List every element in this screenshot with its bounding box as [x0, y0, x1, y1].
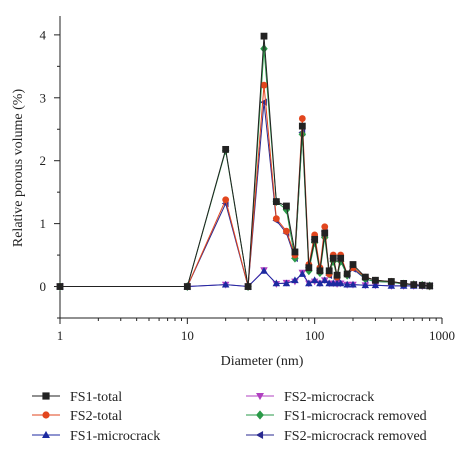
legend-marker	[256, 410, 264, 420]
series-line	[60, 48, 430, 288]
axes: 1 10 100 1000 0 1 2 3 4	[40, 16, 455, 343]
data-point	[387, 278, 395, 285]
x-tick-label: 1	[57, 328, 64, 343]
y-tick-label: 3	[40, 90, 47, 105]
legend-marker	[42, 411, 50, 419]
data-point	[400, 279, 408, 287]
data-point	[325, 267, 333, 275]
data-point	[316, 267, 324, 275]
data-point	[387, 282, 396, 289]
data-point	[282, 279, 291, 287]
legend-marker	[42, 392, 50, 400]
data-point	[343, 280, 351, 288]
data-point	[305, 279, 313, 287]
data-point	[321, 229, 329, 237]
data-point	[310, 276, 319, 284]
data-point	[333, 271, 341, 279]
data-point	[183, 283, 191, 290]
data-point	[361, 281, 370, 289]
data-point	[311, 235, 319, 243]
series-fs1-total	[56, 32, 434, 290]
y-tick-label: 1	[40, 216, 47, 231]
legend-item: FS2-microcrack removed	[246, 429, 427, 444]
series-line	[60, 85, 430, 288]
y-axis-label: Relative porous volume (%)	[11, 89, 26, 248]
data-point	[321, 276, 329, 284]
data-point	[371, 281, 380, 289]
x-tick-label: 1000	[429, 328, 455, 343]
data-point	[298, 270, 307, 277]
legend-label: FS1-microcrack	[70, 429, 160, 444]
data-point	[321, 223, 329, 231]
legend-label: FS2-total	[70, 409, 122, 424]
data-point	[337, 254, 345, 262]
x-tick-label: 10	[181, 328, 194, 343]
legend-item: FS1-microcrack	[32, 429, 160, 444]
data-point	[291, 248, 299, 256]
data-point	[222, 145, 230, 153]
data-point	[260, 44, 268, 54]
data-point	[298, 122, 306, 130]
data-point	[298, 115, 306, 122]
y-tick-label: 0	[40, 279, 47, 294]
y-tick-label: 2	[40, 153, 47, 168]
legend-label: FS1-microcrack removed	[284, 409, 427, 424]
data-point	[222, 196, 230, 204]
data-point	[244, 283, 252, 290]
data-point	[283, 227, 290, 235]
data-point	[349, 261, 357, 268]
legend-item: FS2-microcrack	[246, 390, 374, 405]
data-point	[329, 254, 337, 262]
data-point	[410, 281, 418, 289]
plot-series	[56, 32, 434, 291]
data-point	[283, 202, 290, 210]
data-point	[336, 279, 345, 287]
data-point	[272, 215, 280, 222]
data-point	[361, 273, 369, 281]
series-fs2-total	[56, 81, 434, 290]
data-point	[418, 281, 426, 289]
data-point	[272, 279, 281, 287]
y-tick-label: 4	[40, 27, 47, 42]
legend-marker	[256, 392, 264, 401]
data-point	[56, 283, 64, 290]
data-point	[426, 282, 434, 290]
data-point	[349, 280, 357, 288]
data-point	[260, 266, 268, 274]
legend-item: FS1-microcrack removed	[246, 409, 427, 424]
series-line	[60, 36, 430, 288]
series-fs1-microcrack-removed	[56, 44, 434, 291]
legend: FS1-total FS2-total FS1-microcrack FS2-micr…	[32, 390, 427, 444]
x-tick-label: 100	[305, 328, 325, 343]
legend-label: FS2-microcrack	[284, 390, 374, 405]
series-line	[60, 102, 430, 288]
legend-marker	[255, 431, 264, 439]
legend-label: FS2-microcrack removed	[284, 429, 427, 444]
legend-item: FS2-total	[32, 409, 122, 424]
legend-label: FS1-total	[70, 390, 122, 405]
legend-item: FS1-total	[32, 390, 122, 405]
data-point	[316, 279, 324, 287]
data-point	[260, 32, 268, 40]
data-point	[260, 81, 268, 89]
data-point	[372, 276, 379, 284]
x-axis-label: Diameter (nm)	[221, 354, 304, 369]
data-point	[272, 198, 280, 206]
legend-marker	[42, 430, 50, 439]
data-point	[221, 280, 230, 288]
data-point	[305, 264, 313, 272]
data-point	[343, 270, 351, 278]
data-point	[291, 276, 299, 284]
